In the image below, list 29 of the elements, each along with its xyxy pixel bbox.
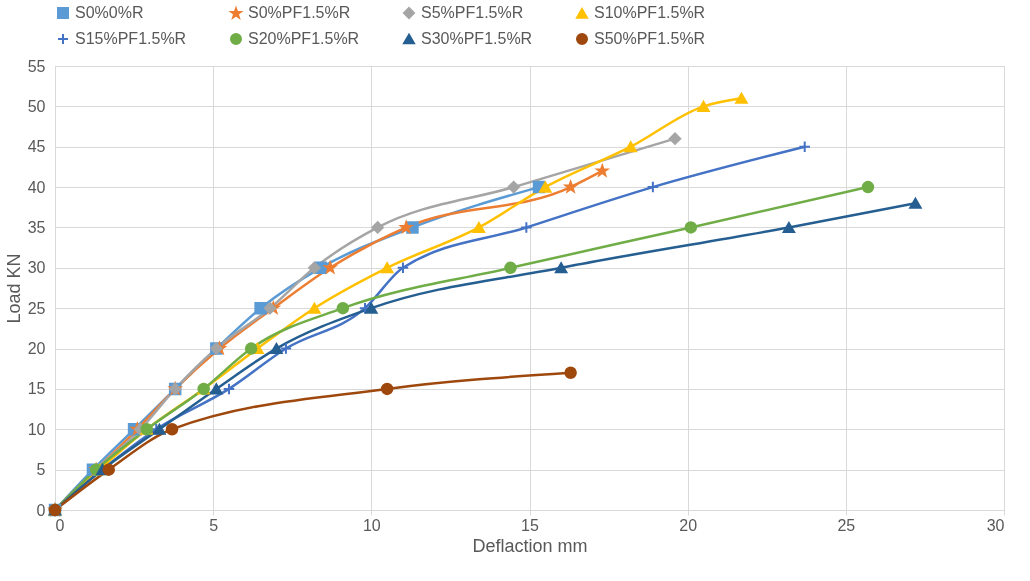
y-tick-label: 30: [27, 259, 46, 277]
x-tick-label: 20: [679, 516, 698, 534]
legend-label: S50%PF1.5%R: [594, 30, 706, 47]
legend-label: S20%PF1.5%R: [248, 30, 360, 47]
legend-label: S0%PF1.5%R: [248, 4, 351, 22]
x-tick-label: 15: [521, 516, 539, 534]
x-tick-label: 10: [362, 516, 381, 534]
y-axis-title: Load KN: [3, 253, 24, 324]
y-tick-label: 0: [36, 501, 46, 519]
legend-label: S5%PF1.5%R: [421, 4, 524, 21]
legend-label: S30%PF1.5%R: [421, 30, 533, 47]
y-tick-label: 40: [27, 178, 46, 196]
y-tick-label: 10: [27, 420, 46, 438]
legend-label: S15%PF1.5%R: [75, 30, 187, 47]
y-tick-label: 50: [27, 97, 46, 115]
x-tick-label: 25: [837, 516, 856, 534]
y-tick-label: 5: [36, 461, 46, 479]
y-tick-label: 25: [27, 299, 46, 317]
y-tick-label: 15: [27, 380, 46, 398]
x-tick-label: 5: [209, 516, 219, 534]
x-tick-label: 0: [55, 516, 65, 534]
y-tick-label: 55: [27, 57, 46, 75]
y-tick-label: 35: [27, 218, 46, 236]
y-tick-label: 45: [27, 138, 46, 156]
y-tick-label: 20: [27, 340, 46, 358]
legend-label: S0%0%R: [75, 4, 144, 21]
legend-label: S10%PF1.5%R: [594, 4, 706, 22]
x-tick-label: 30: [986, 516, 1005, 534]
x-axis-title: Deflaction mm: [472, 535, 588, 556]
